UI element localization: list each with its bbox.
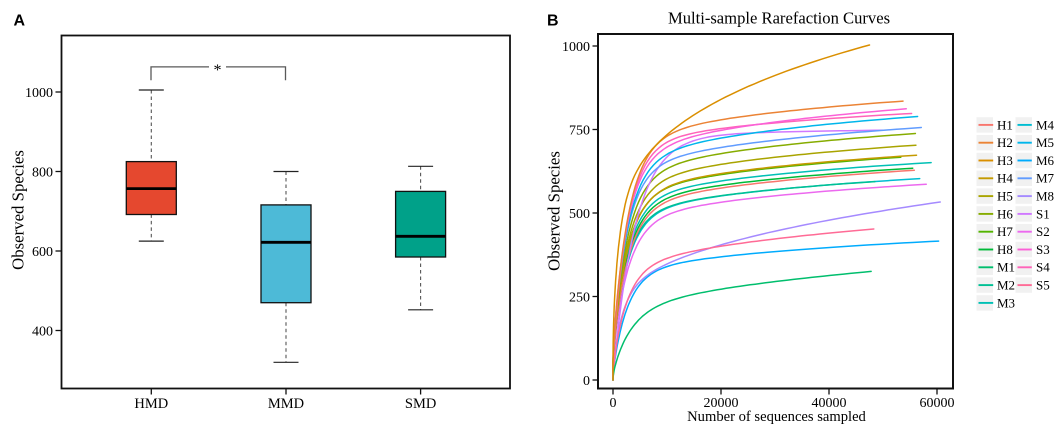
svg-text:S4: S4 (1036, 260, 1050, 275)
svg-text:H5: H5 (997, 189, 1013, 204)
svg-text:600: 600 (32, 245, 53, 260)
svg-text:M6: M6 (1036, 153, 1055, 168)
svg-text:M4: M4 (1036, 117, 1055, 132)
svg-text:M1: M1 (997, 260, 1015, 275)
svg-text:M5: M5 (1036, 135, 1054, 150)
svg-text:Multi-sample Rarefaction Curve: Multi-sample Rarefaction Curves (668, 9, 890, 28)
svg-text:S3: S3 (1036, 242, 1050, 257)
svg-text:M3: M3 (997, 295, 1015, 310)
svg-text:H7: H7 (997, 224, 1013, 239)
svg-text:S5: S5 (1036, 278, 1050, 293)
svg-text:A: A (14, 13, 26, 30)
svg-text:HMD: HMD (134, 396, 168, 412)
svg-text:S1: S1 (1036, 206, 1050, 221)
svg-text:H1: H1 (997, 117, 1013, 132)
svg-text:800: 800 (32, 165, 53, 180)
svg-text:1000: 1000 (25, 86, 53, 101)
svg-text:500: 500 (569, 207, 590, 222)
svg-text:M2: M2 (997, 278, 1015, 293)
svg-text:Observed Species: Observed Species (545, 151, 564, 271)
svg-text:H4: H4 (997, 171, 1013, 186)
svg-text:1000: 1000 (562, 40, 590, 55)
svg-text:400: 400 (32, 324, 53, 339)
svg-text:0: 0 (583, 374, 590, 389)
svg-text:S2: S2 (1036, 224, 1050, 239)
svg-text:M8: M8 (1036, 189, 1054, 204)
svg-text:40000: 40000 (812, 396, 847, 411)
svg-text:SMD: SMD (405, 396, 436, 412)
svg-text:750: 750 (569, 123, 590, 138)
svg-text:*: * (214, 62, 222, 79)
svg-text:20000: 20000 (704, 396, 739, 411)
svg-text:MMD: MMD (268, 396, 304, 412)
svg-text:0: 0 (610, 396, 617, 411)
svg-text:H3: H3 (997, 153, 1013, 168)
svg-text:H8: H8 (997, 242, 1013, 257)
svg-text:60000: 60000 (920, 396, 955, 411)
svg-text:Number of sequences sampled: Number of sequences sampled (687, 409, 866, 425)
svg-text:H2: H2 (997, 135, 1013, 150)
svg-text:M7: M7 (1036, 171, 1055, 186)
svg-text:H6: H6 (997, 206, 1013, 221)
svg-text:B: B (547, 13, 559, 30)
svg-text:250: 250 (569, 290, 590, 305)
svg-text:Observed Species: Observed Species (9, 150, 28, 270)
